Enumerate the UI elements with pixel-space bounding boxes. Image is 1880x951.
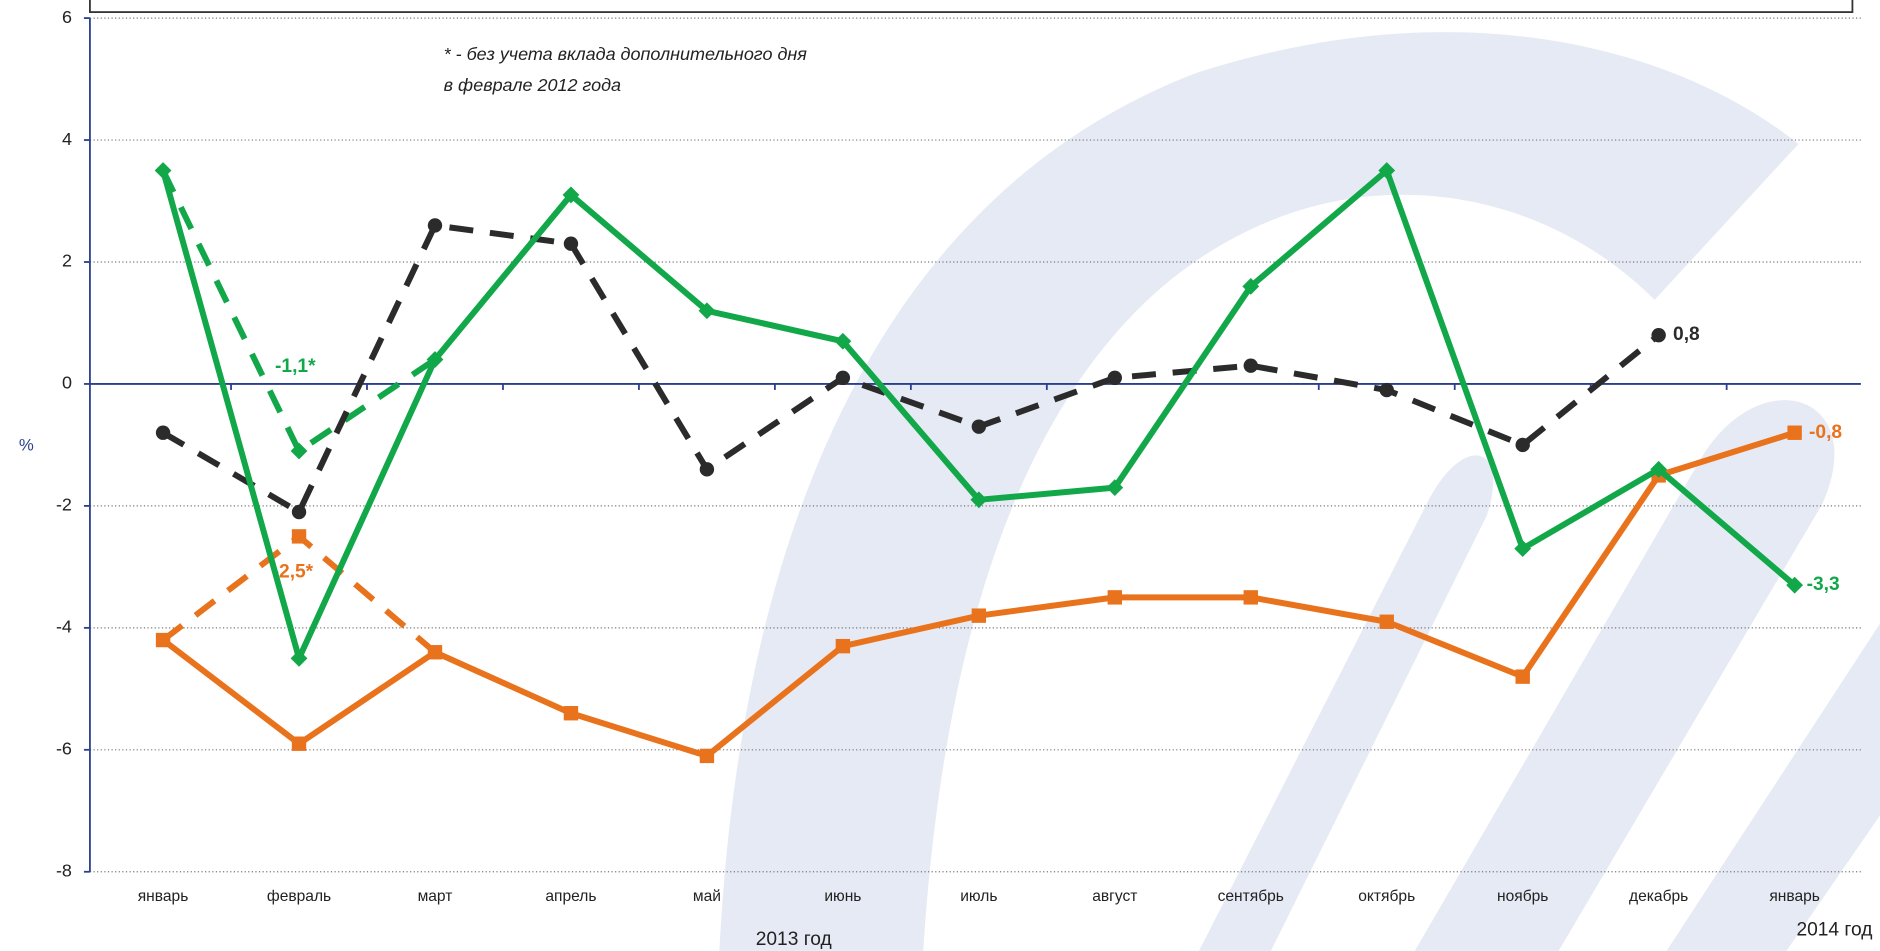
watermark (719, 32, 1880, 951)
marker (155, 632, 171, 648)
series-line (160, 169, 437, 455)
marker (699, 462, 715, 477)
series-line (161, 222, 1661, 515)
y-tick-label: 2 (62, 251, 72, 271)
x-group-label: 2014 год (1796, 920, 1872, 941)
data-label: -2,5* (273, 561, 314, 582)
marker (834, 332, 852, 350)
marker (699, 748, 715, 764)
x-tick-label: сентябрь (1218, 888, 1284, 905)
marker (1651, 327, 1666, 343)
marker (971, 608, 987, 623)
marker (427, 645, 443, 660)
marker (1242, 277, 1260, 295)
data-label: -0,8 (1809, 422, 1842, 443)
marker (835, 638, 851, 654)
marker (970, 491, 988, 509)
marker (291, 529, 307, 544)
marker (291, 504, 307, 520)
marker (1243, 590, 1258, 605)
marker (290, 649, 308, 667)
marker (1515, 669, 1530, 684)
x-tick-label: ноябрь (1497, 888, 1548, 905)
data-label: -3,3 (1807, 574, 1840, 595)
marker (155, 425, 171, 440)
x-tick-label: февраль (267, 888, 331, 905)
data-label: 0,8 (1673, 324, 1700, 345)
y-tick-label: 6 (62, 7, 72, 27)
x-tick-label: август (1092, 888, 1137, 905)
marker (427, 218, 443, 233)
marker (290, 442, 308, 460)
marker (426, 351, 444, 368)
marker (563, 236, 579, 251)
x-tick-label: январь (1769, 888, 1820, 905)
annotation: * - без учета вклада дополнительного дня (444, 44, 808, 64)
marker (291, 736, 307, 751)
y-tick-label: -6 (56, 739, 72, 759)
x-group-label: 2013 год (756, 929, 832, 950)
x-tick-label: май (693, 888, 721, 905)
series-line (161, 533, 437, 655)
marker (1107, 590, 1123, 605)
marker (1515, 437, 1530, 453)
marker (1787, 425, 1802, 440)
y-tick-label: 4 (62, 129, 72, 149)
marker (1243, 358, 1258, 373)
x-tick-label: март (418, 888, 453, 905)
marker (1379, 382, 1394, 398)
marker (971, 419, 987, 434)
x-tick-label: июль (960, 888, 997, 905)
x-tick-label: октябрь (1358, 888, 1415, 905)
x-tick-label: июнь (824, 888, 861, 905)
x-tick-label: апрель (545, 888, 596, 905)
y-tick-label: 0 (62, 373, 72, 393)
marker (563, 706, 579, 721)
marker (1107, 370, 1123, 386)
y-tick-label: -8 (56, 861, 72, 881)
marker (1379, 614, 1394, 629)
marker (698, 302, 716, 320)
marker (1650, 460, 1668, 478)
y-axis-label: % (19, 436, 34, 455)
legend-box (89, 0, 1854, 13)
annotation: в феврале 2012 года (444, 75, 621, 95)
x-tick-label: декабрь (1629, 888, 1688, 905)
marker (562, 186, 580, 204)
y-tick-label: -2 (56, 495, 72, 515)
data-label: -1,1* (275, 356, 316, 377)
marker (835, 370, 851, 386)
x-tick-label: январь (138, 888, 189, 905)
y-tick-label: -4 (56, 617, 72, 637)
